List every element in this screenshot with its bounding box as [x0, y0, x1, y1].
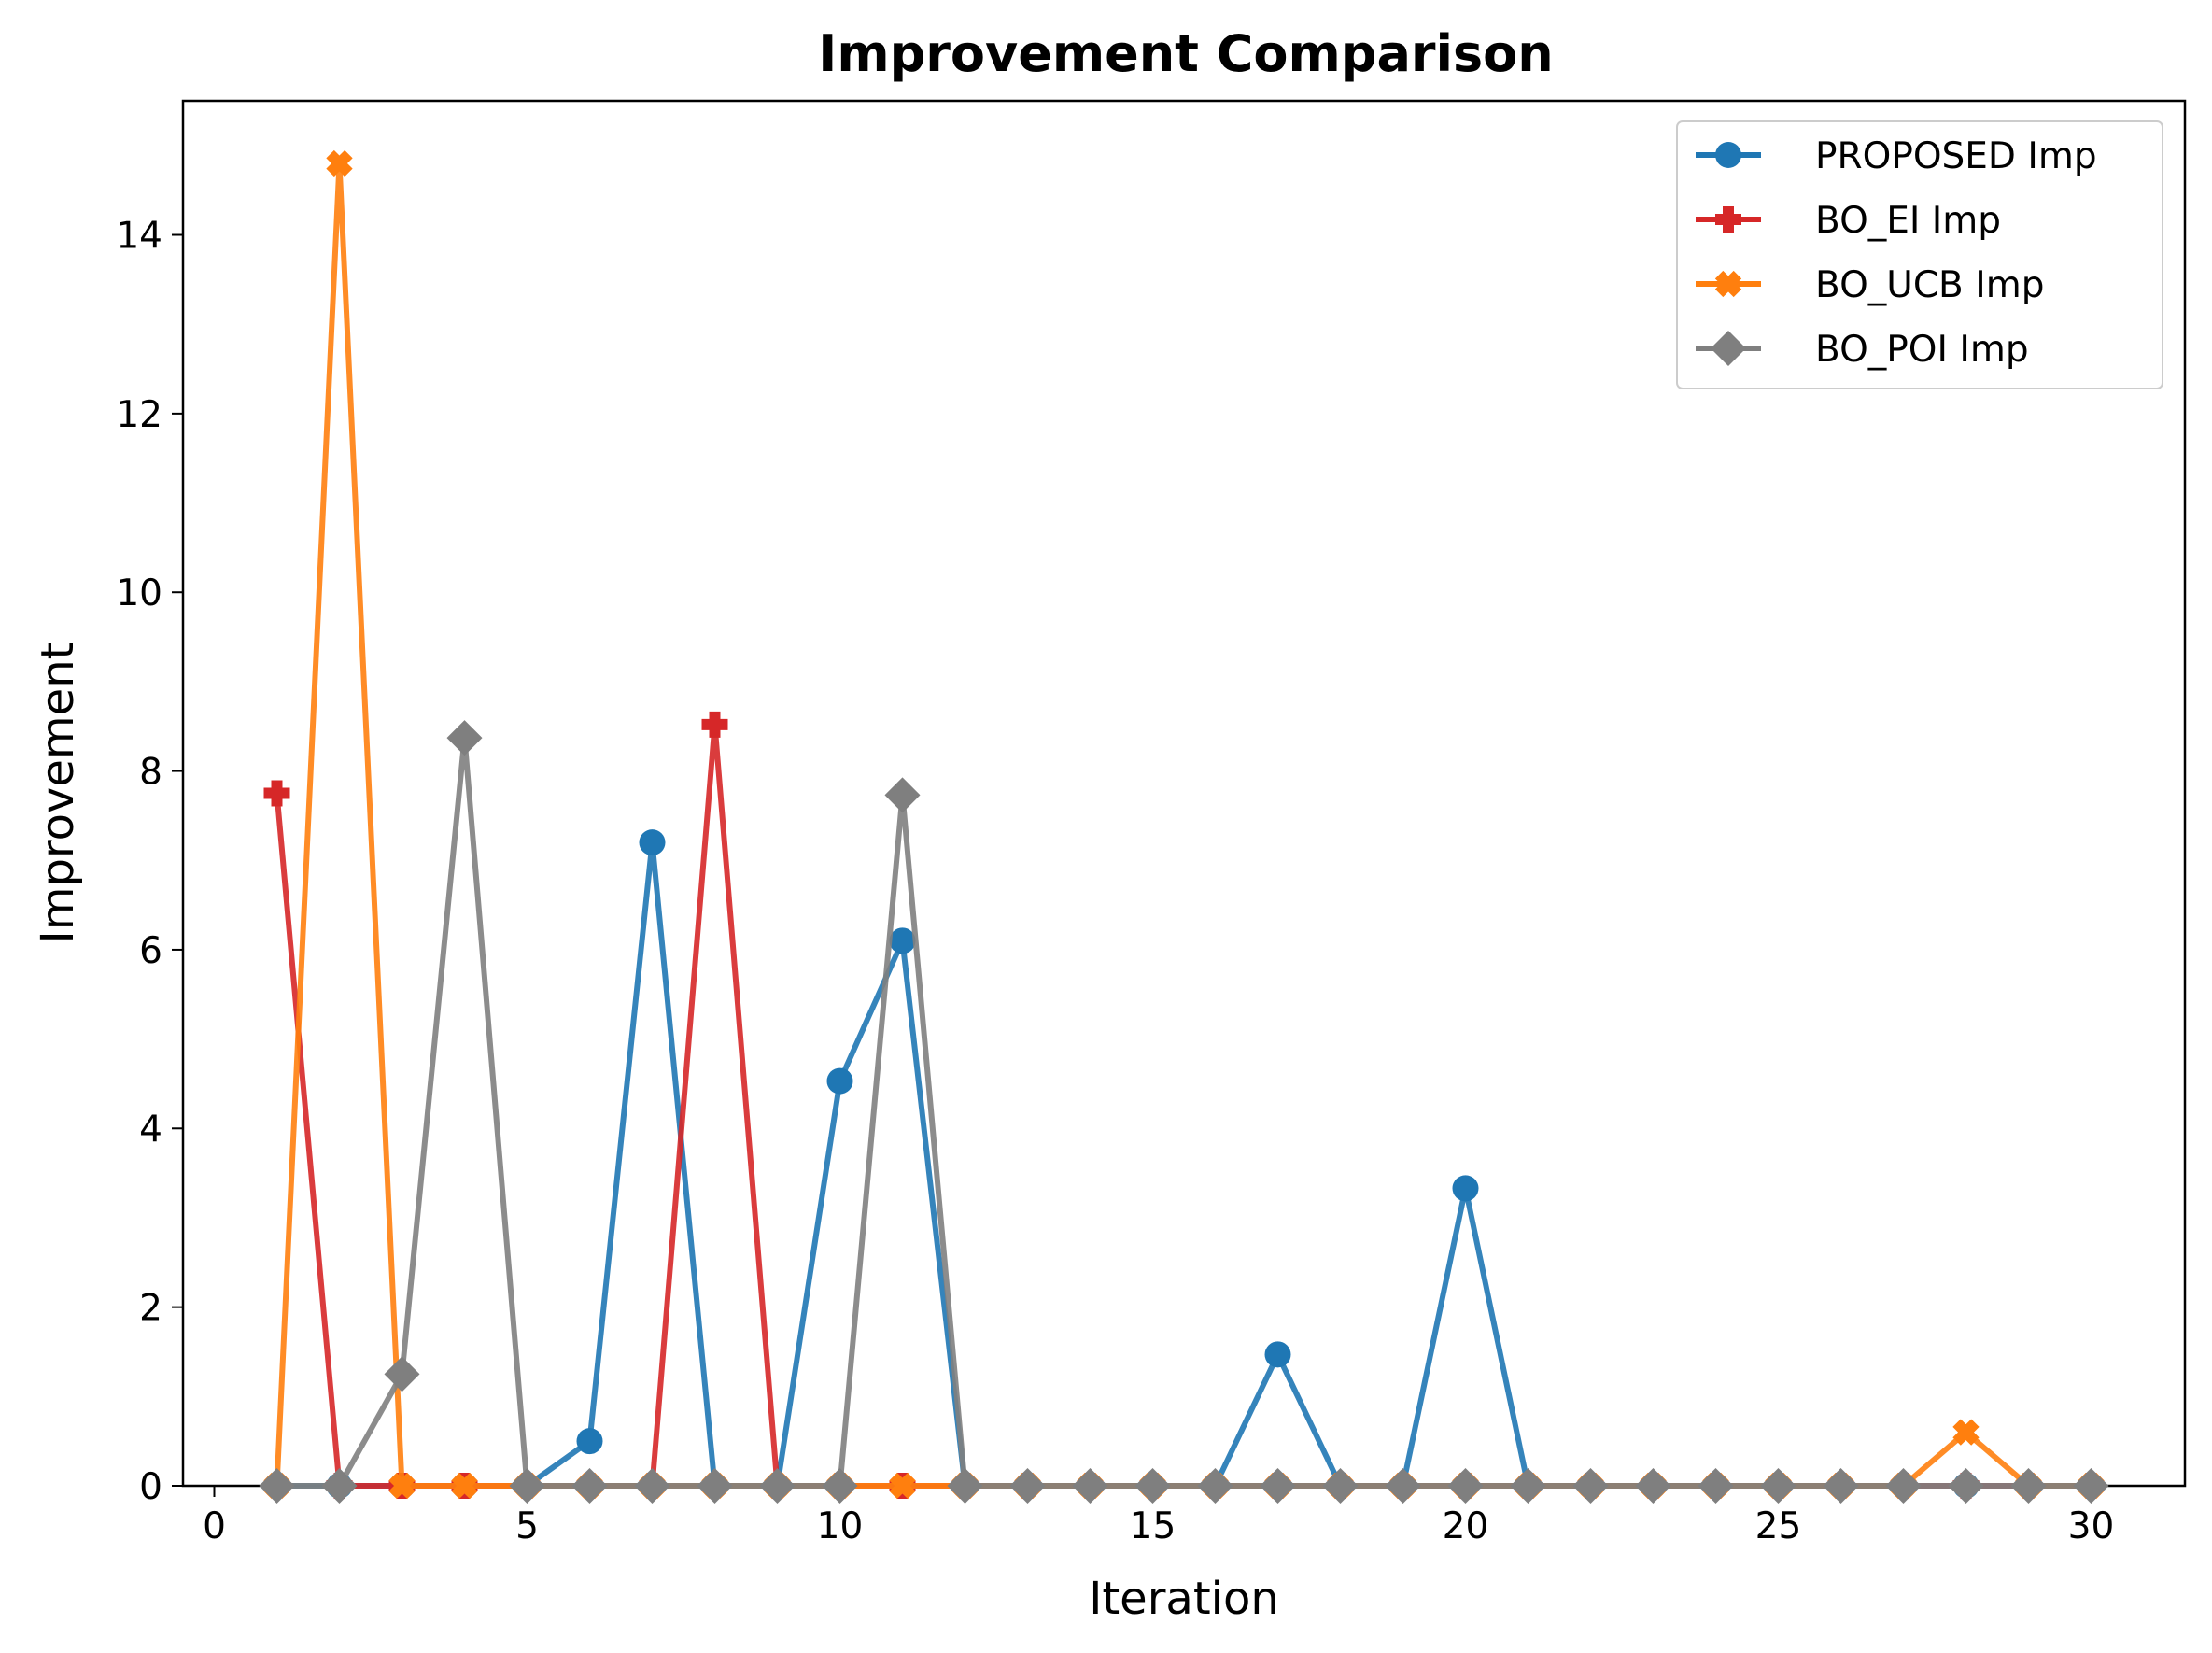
data-point — [509, 1468, 545, 1504]
series-line — [276, 735, 2092, 1489]
data-point — [451, 1472, 478, 1500]
data-point — [1572, 1468, 1609, 1504]
data-point — [576, 1428, 603, 1455]
data-point — [822, 1468, 858, 1504]
data-point — [1698, 1468, 1734, 1504]
y-tick-label: 0 — [139, 1466, 162, 1508]
series-3 — [259, 720, 2109, 1504]
legend-label: BO_EI Imp — [1815, 200, 2001, 242]
data-point — [263, 780, 290, 807]
data-point — [1072, 1468, 1108, 1504]
data-point — [1322, 1468, 1359, 1504]
legend-item: BO_UCB Imp — [1696, 264, 2044, 306]
data-point — [639, 829, 666, 856]
x-tick-label: 25 — [1755, 1505, 1802, 1547]
data-point — [388, 1472, 416, 1500]
data-point — [759, 1468, 796, 1504]
data-point — [1197, 1468, 1233, 1504]
y-axis-label: Improvement — [32, 643, 84, 944]
data-point — [889, 1472, 916, 1500]
data-point — [326, 149, 353, 177]
data-point — [1715, 206, 1741, 233]
data-point — [2073, 1468, 2109, 1504]
legend-label: BO_POI Imp — [1815, 329, 2029, 371]
data-point — [1264, 1341, 1291, 1368]
y-axis: 0 2 4 6 8 10 12 14 — [116, 216, 183, 1508]
y-tick-label: 8 — [139, 752, 162, 794]
data-point — [446, 720, 483, 756]
data-point — [321, 1468, 358, 1504]
data-point — [571, 1468, 608, 1504]
data-point — [1009, 1468, 1046, 1504]
data-point — [884, 777, 921, 813]
y-tick-label: 4 — [139, 1109, 162, 1151]
legend: PROPOSED Imp BO_EI Imp BO_UCB Imp BO_POI Im… — [1676, 120, 2163, 389]
data-point — [1885, 1468, 1922, 1504]
data-point — [701, 711, 728, 738]
data-point — [1260, 1468, 1296, 1504]
x-tick-label: 30 — [2068, 1505, 2115, 1547]
legend-item: PROPOSED Imp — [1696, 135, 2097, 177]
chart-title: Improvement Comparison — [818, 24, 1553, 83]
data-point — [1760, 1468, 1796, 1504]
data-point — [1715, 142, 1741, 168]
x-tick-label: 10 — [817, 1505, 864, 1547]
data-point — [1510, 1468, 1546, 1504]
data-point — [1714, 270, 1742, 298]
series-line — [274, 721, 2092, 1489]
data-point — [1952, 1419, 1980, 1446]
data-point — [1134, 1468, 1171, 1504]
data-point — [889, 927, 916, 954]
x-tick-label: 20 — [1443, 1505, 1489, 1547]
x-tick-label: 0 — [203, 1505, 226, 1547]
legend-label: PROPOSED Imp — [1815, 135, 2097, 177]
x-axis-label: Iteration — [1089, 1573, 1279, 1625]
data-point — [1635, 1468, 1671, 1504]
x-tick-label: 15 — [1130, 1505, 1176, 1547]
legend-item: BO_POI Imp — [1696, 329, 2029, 371]
legend-item: BO_EI Imp — [1696, 200, 2001, 242]
series-line — [276, 840, 2092, 1489]
data-point — [384, 1356, 420, 1392]
data-point — [2010, 1468, 2047, 1504]
series-1 — [263, 711, 2105, 1499]
series-0 — [263, 829, 2105, 1499]
x-tick-label: 5 — [515, 1505, 539, 1547]
series-layer — [259, 149, 2109, 1504]
legend-box — [1676, 120, 2163, 389]
data-point — [259, 1468, 295, 1504]
data-point — [826, 1067, 853, 1095]
data-point — [1711, 331, 1746, 366]
y-tick-label: 10 — [116, 572, 162, 615]
y-tick-label: 2 — [139, 1288, 162, 1330]
data-point — [1823, 1468, 1859, 1504]
data-point — [1447, 1468, 1484, 1504]
data-point — [634, 1468, 670, 1504]
y-tick-label: 12 — [116, 394, 162, 436]
data-point — [1452, 1175, 1479, 1202]
y-tick-label: 6 — [139, 930, 162, 972]
legend-label: BO_UCB Imp — [1815, 264, 2044, 306]
data-point — [1948, 1468, 1984, 1504]
data-point — [1385, 1468, 1421, 1504]
x-axis: 0 5 10 15 20 25 30 — [203, 1486, 2114, 1547]
y-tick-label: 14 — [116, 216, 162, 258]
data-point — [697, 1468, 733, 1504]
data-point — [947, 1468, 983, 1504]
